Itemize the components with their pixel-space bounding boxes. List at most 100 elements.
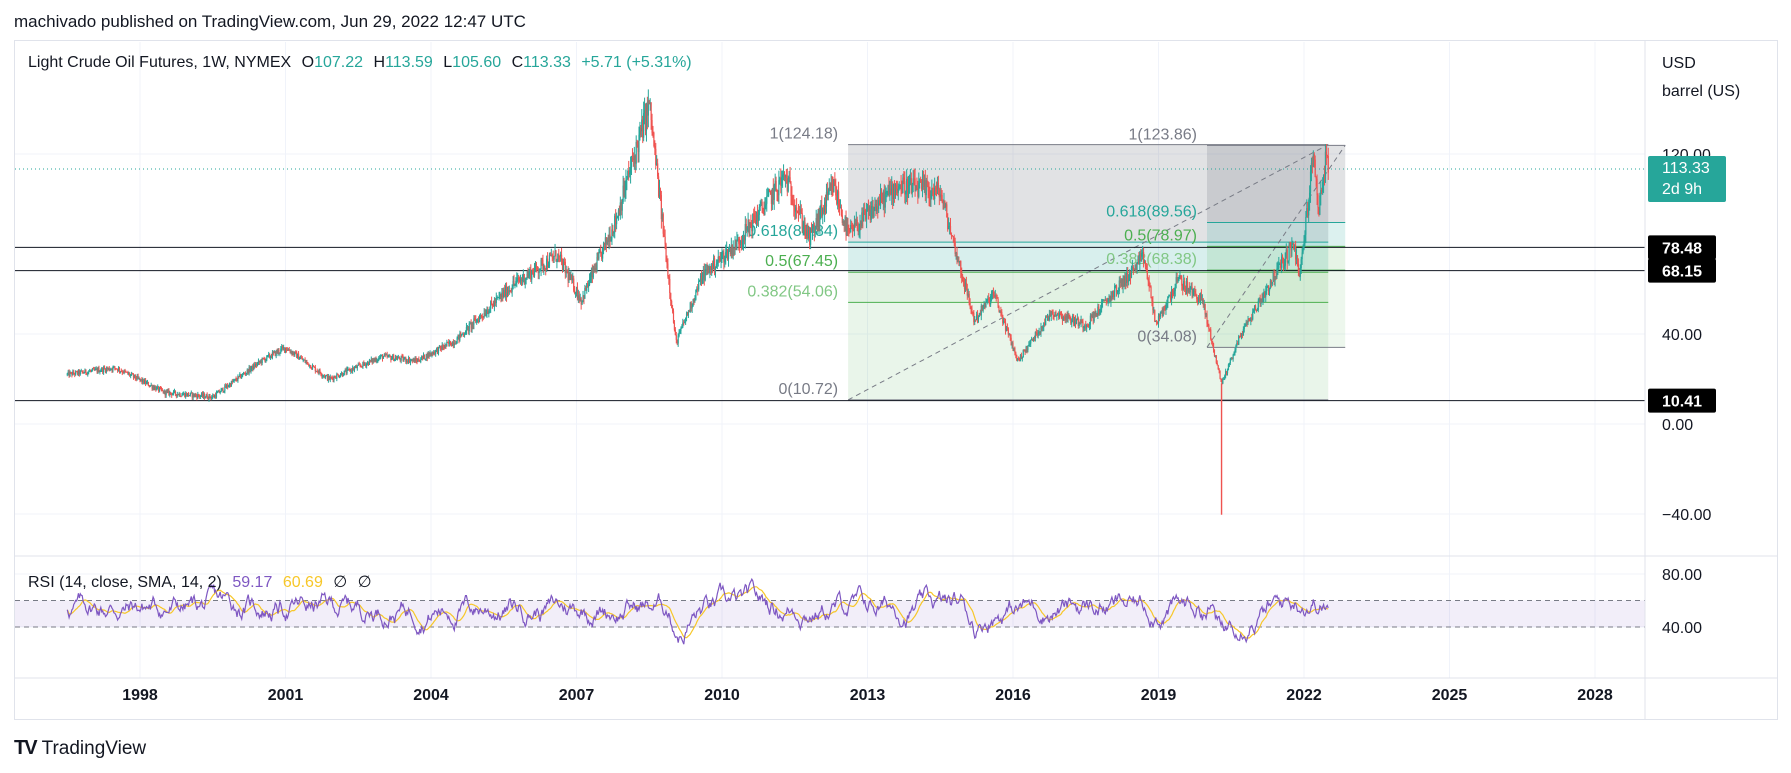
candle — [181, 395, 183, 397]
candle — [376, 360, 378, 362]
candle — [719, 258, 721, 261]
candle — [104, 368, 107, 372]
candle — [741, 242, 744, 244]
candle — [1135, 264, 1137, 272]
candle — [351, 369, 353, 372]
level-badge-label-1: 68.15 — [1662, 264, 1702, 281]
candle — [825, 192, 828, 207]
candle — [828, 187, 830, 192]
candle — [1184, 288, 1187, 292]
candle — [976, 314, 978, 320]
fib2-label-0: 1(123.86) — [1129, 126, 1198, 143]
candle — [933, 188, 935, 199]
candle — [289, 350, 291, 353]
candle — [1240, 334, 1243, 337]
candle — [729, 249, 731, 255]
candle — [686, 313, 689, 316]
candle — [125, 371, 127, 373]
candle — [345, 370, 347, 374]
candle — [1143, 261, 1146, 263]
candle — [1261, 298, 1263, 302]
candle — [1185, 281, 1188, 292]
candle — [319, 369, 321, 373]
candle — [399, 358, 401, 361]
candle — [946, 204, 948, 218]
candle — [801, 213, 803, 229]
candle — [458, 334, 460, 340]
candle — [1258, 297, 1260, 301]
x-tick-label-2001: 2001 — [268, 687, 304, 704]
candle — [889, 188, 891, 194]
candle — [1132, 266, 1134, 270]
candle — [984, 303, 986, 308]
candle — [457, 334, 459, 338]
candle — [339, 375, 342, 377]
candle — [1076, 318, 1078, 320]
candle — [130, 374, 132, 376]
candle — [1087, 325, 1089, 327]
candle — [820, 204, 822, 211]
candle — [477, 319, 479, 321]
candle — [1206, 313, 1208, 324]
candle — [1114, 286, 1116, 297]
candle — [1068, 314, 1070, 317]
candle — [715, 264, 718, 269]
candle — [559, 255, 561, 257]
candle — [797, 212, 800, 214]
candle — [403, 359, 405, 361]
candle — [119, 371, 122, 373]
candle — [1002, 315, 1004, 323]
candle — [183, 393, 185, 395]
candle — [1252, 311, 1254, 320]
candle — [1218, 368, 1220, 371]
candle — [907, 179, 909, 198]
candle — [695, 289, 697, 300]
candle — [700, 275, 703, 284]
fib2-zone-3 — [1207, 270, 1346, 348]
horizontal-levels — [15, 246, 1645, 402]
candle — [477, 319, 480, 322]
candle — [1257, 300, 1259, 310]
candle — [921, 179, 924, 190]
candle — [102, 368, 104, 373]
candle — [368, 360, 371, 365]
candle — [1234, 350, 1236, 353]
candle — [89, 370, 92, 372]
candle — [1072, 315, 1074, 322]
y-tick-label-1: 40.00 — [1662, 327, 1702, 344]
candle — [622, 185, 624, 202]
candle — [338, 376, 341, 378]
x-tick-label-2007: 2007 — [559, 687, 595, 704]
candle — [1082, 321, 1084, 329]
candle — [928, 191, 930, 196]
candle — [746, 227, 748, 231]
candle — [1325, 151, 1327, 155]
candle — [1036, 332, 1038, 335]
candle — [577, 295, 579, 299]
candle — [108, 367, 110, 371]
candle — [531, 270, 533, 280]
candle — [330, 377, 332, 379]
candle — [943, 200, 945, 204]
chart-frame[interactable] — [14, 40, 1778, 720]
candle — [377, 360, 379, 362]
candle — [560, 254, 562, 257]
candle — [1063, 316, 1065, 318]
candle — [1128, 273, 1131, 281]
candle — [810, 228, 812, 245]
candle — [441, 345, 443, 350]
candle — [1067, 314, 1069, 319]
candle — [1215, 355, 1217, 363]
candle — [515, 280, 517, 285]
footer[interactable]: TV TradingView — [14, 737, 146, 760]
candle — [713, 258, 716, 271]
candle — [307, 362, 309, 364]
candle — [164, 390, 166, 396]
candle — [821, 204, 823, 216]
candle — [788, 177, 790, 179]
close-label: C — [511, 54, 524, 71]
candle — [849, 231, 851, 233]
candle — [1228, 363, 1230, 365]
candle — [832, 187, 834, 192]
